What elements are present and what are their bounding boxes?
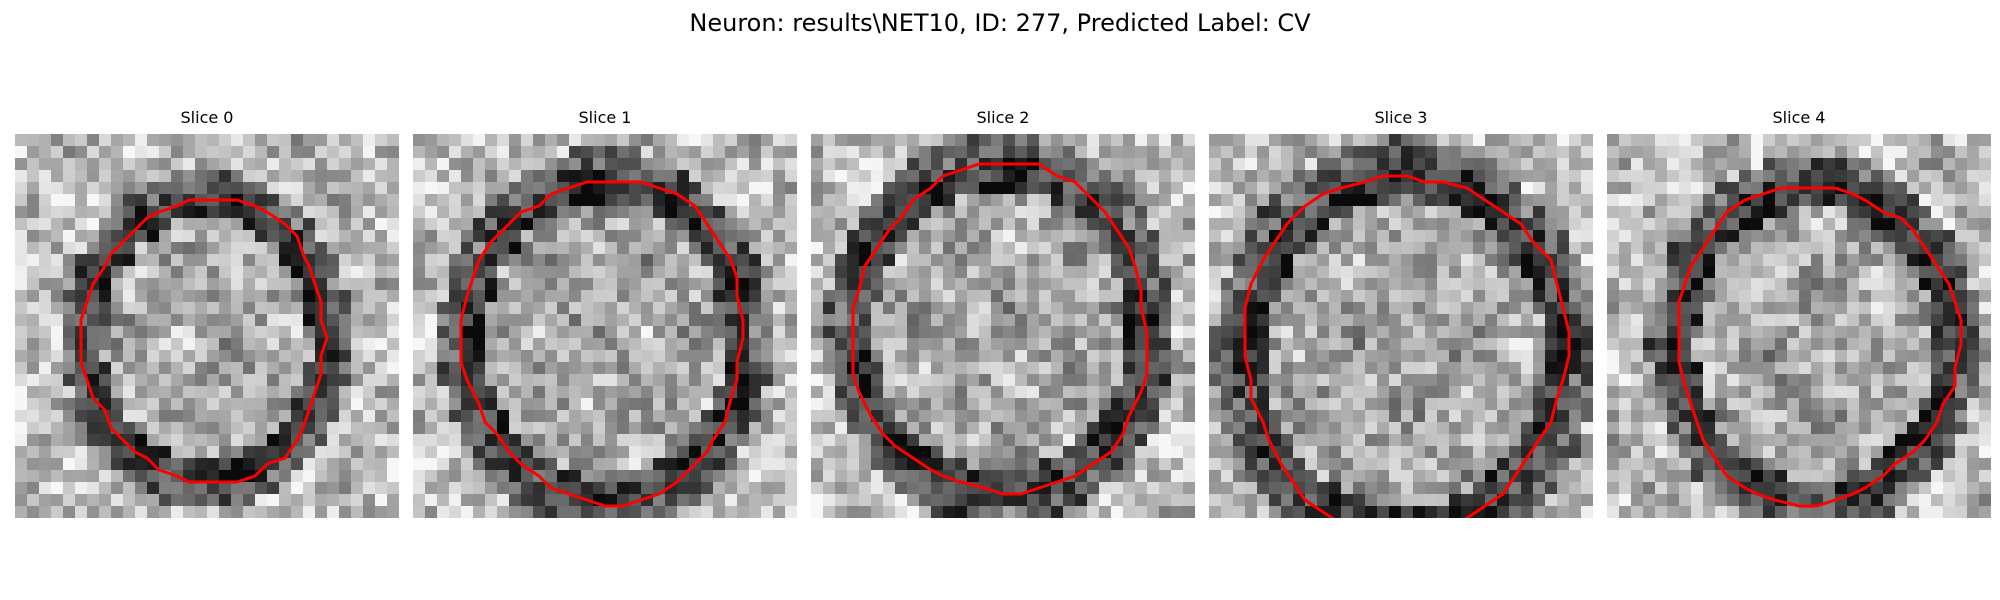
slice-image-4 <box>1607 134 1991 518</box>
slice-panel-3: Slice 3 <box>1209 108 1593 520</box>
slice-title-3: Slice 3 <box>1374 108 1428 127</box>
slice-panel-4: Slice 4 <box>1607 108 1991 520</box>
slice-panel-0: Slice 0 <box>15 108 399 520</box>
figure-title: Neuron: results\NET10, ID: 277, Predicte… <box>689 9 1311 37</box>
slice-image-1 <box>413 134 797 518</box>
slice-title-2: Slice 2 <box>976 108 1030 127</box>
slice-image-2 <box>811 134 1195 518</box>
contour-line-3 <box>1243 174 1571 518</box>
slice-title-0: Slice 0 <box>180 108 234 127</box>
contour-line-1 <box>459 180 745 508</box>
slice-image-3 <box>1209 134 1593 518</box>
slice-title-1: Slice 1 <box>578 108 632 127</box>
slice-image-0 <box>15 134 399 518</box>
slice-title-4: Slice 4 <box>1772 108 1826 127</box>
slice-panel-2: Slice 2 <box>811 108 1195 520</box>
slice-panel-1: Slice 1 <box>413 108 797 520</box>
contour-line-0 <box>79 198 329 484</box>
contour-line-2 <box>851 162 1149 496</box>
contour-line-4 <box>1677 186 1963 508</box>
